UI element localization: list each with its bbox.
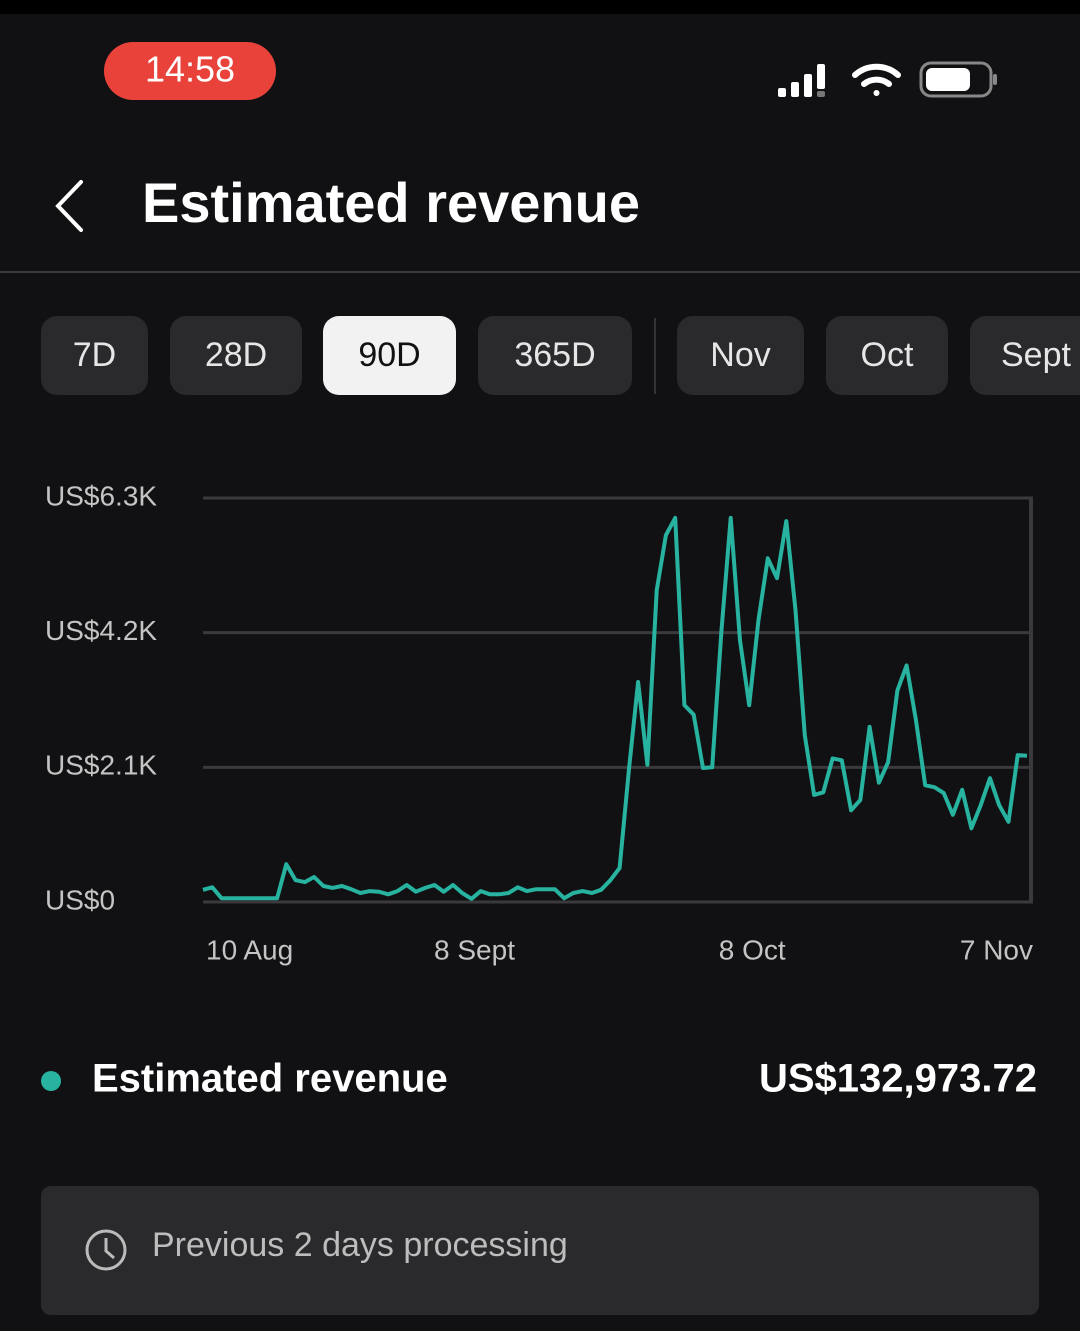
tab-label[interactable]: 365D: [514, 336, 595, 374]
tab[interactable]: [970, 316, 1080, 395]
x-tick-label: 10 Aug: [206, 934, 293, 965]
tab[interactable]: [677, 316, 804, 395]
top-edge: [0, 0, 1080, 14]
status-time: 14:58: [145, 49, 235, 90]
tab-label[interactable]: Oct: [861, 336, 914, 374]
tab-label[interactable]: 28D: [205, 336, 267, 374]
tab[interactable]: [323, 316, 456, 395]
notice-box: [41, 1186, 1039, 1315]
page-title: Estimated revenue: [142, 171, 640, 234]
y-tick-label: US$2.1K: [45, 750, 157, 781]
tab[interactable]: [41, 316, 148, 395]
clock-icon: [85, 1229, 127, 1271]
wifi-icon: [852, 63, 901, 96]
battery-icon: [919, 61, 997, 98]
y-tick-label: US$0: [45, 884, 115, 915]
notice-text: Previous 2 days processing: [152, 1226, 568, 1264]
tab[interactable]: [170, 316, 302, 395]
total-value: US$132,973.72: [759, 1057, 1037, 1101]
chart: US$0 US$2.1K US$4.2K US$6.3K 10 Aug 8 Sept 8 O…: [45, 480, 1033, 965]
back-button[interactable]: [55, 180, 83, 232]
tab[interactable]: [478, 316, 632, 395]
tab-label[interactable]: 90D: [358, 336, 420, 374]
signal-icon: [778, 64, 825, 97]
tab[interactable]: [826, 316, 948, 395]
x-tick-label: 8 Oct: [719, 934, 786, 965]
y-tick-label: US$4.2K: [45, 615, 157, 646]
y-tick-label: US$6.3K: [45, 480, 157, 511]
tab-label[interactable]: Nov: [710, 336, 770, 374]
tab-label[interactable]: Sept: [1001, 336, 1071, 374]
legend-marker: [41, 1071, 61, 1091]
legend-label: Estimated revenue: [92, 1057, 448, 1101]
x-tick-label: 7 Nov: [960, 934, 1033, 965]
revenue-line: [202, 515, 1028, 901]
time-pill: [104, 42, 276, 100]
tab-label[interactable]: 7D: [73, 336, 116, 374]
x-tick-label: 8 Sept: [434, 934, 515, 965]
tab-bar: 7D 28D 90D 365D Nov Oct Sept: [41, 316, 1080, 395]
